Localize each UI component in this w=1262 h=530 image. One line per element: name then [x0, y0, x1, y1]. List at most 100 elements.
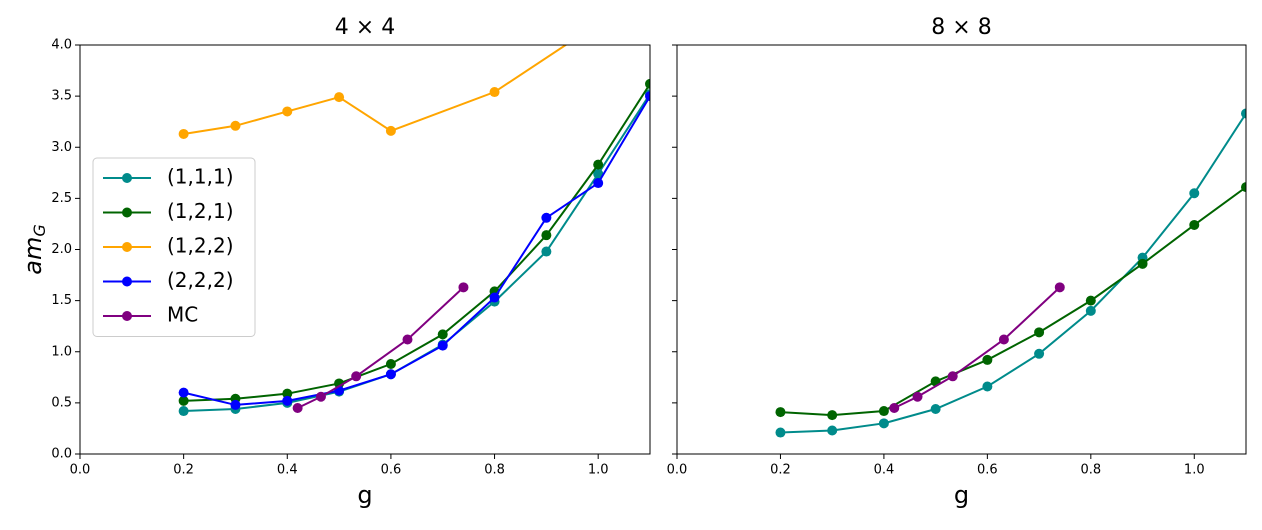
data-point	[541, 246, 552, 257]
data-point	[541, 230, 552, 241]
data-point	[645, 78, 650, 89]
data-point	[827, 425, 838, 436]
legend-label: (2,2,2)	[167, 268, 234, 292]
data-point	[334, 92, 345, 103]
axes-frame	[79, 44, 651, 455]
data-point	[1085, 305, 1096, 316]
y-label-sub: G	[30, 224, 49, 236]
series-line	[183, 95, 650, 406]
legend-label: (1,1,1)	[167, 165, 234, 189]
data-point	[912, 391, 923, 402]
data-point	[178, 387, 189, 398]
x-tick-label: 0.6	[977, 463, 998, 478]
legend: (1,1,1) (1,2,1) (1,2,2) (2,2,2) MC	[92, 157, 256, 337]
data-point	[593, 159, 604, 170]
data-point	[282, 106, 293, 117]
series-line	[780, 112, 1246, 434]
x-tick-label: 0.8	[1080, 463, 1101, 478]
series-line	[780, 186, 1246, 417]
x-axis-label: g	[357, 481, 372, 509]
data-point	[645, 91, 650, 102]
y-tick-label: 1.0	[51, 344, 72, 359]
data-point	[1241, 108, 1246, 119]
data-point	[292, 402, 303, 413]
data-point	[1241, 182, 1246, 193]
data-point	[930, 404, 941, 415]
x-tick-label: 0.4	[277, 463, 298, 478]
data-point	[775, 407, 786, 418]
data-point	[889, 402, 900, 413]
y-tick-label: 0.0	[51, 447, 72, 462]
data-point	[1034, 327, 1045, 338]
x-tick-label: 0.6	[381, 463, 402, 478]
data-point	[1189, 188, 1200, 199]
data-point	[1085, 295, 1096, 306]
data-point	[998, 334, 1009, 345]
data-point	[178, 395, 189, 406]
legend-marker	[122, 173, 132, 183]
data-point	[489, 87, 500, 98]
y-tick-label: 1.5	[51, 293, 72, 308]
legend-label: (1,2,1)	[167, 199, 234, 223]
x-tick-label: 0.8	[484, 463, 505, 478]
data-point	[775, 427, 786, 438]
data-point	[385, 359, 396, 370]
y-tick-label: 3.5	[51, 89, 72, 104]
data-point	[878, 418, 889, 429]
subplot-title: 8 × 8	[931, 15, 991, 40]
data-point	[385, 125, 396, 136]
data-point	[230, 399, 241, 410]
data-point	[878, 406, 889, 417]
data-point	[593, 19, 603, 29]
y-label-main: am	[19, 237, 47, 275]
x-tick-label: 1.0	[1184, 463, 1205, 478]
legend-marker	[122, 311, 132, 321]
data-point	[282, 388, 293, 399]
data-point	[593, 178, 604, 189]
data-point	[1034, 348, 1045, 359]
series-line	[183, 45, 568, 135]
legend-label: (1,2,2)	[167, 234, 234, 258]
axes-frame	[676, 44, 1247, 455]
data-point	[178, 406, 189, 417]
subplot: 4 × 4 g amG 0.0 0.2 0.4 0.6 0.8 1.0 0.0 0.5 1.0 1.5 2…	[19, 15, 651, 509]
legend-label: MC	[167, 303, 198, 327]
data-point	[351, 371, 362, 382]
plot-area	[775, 108, 1246, 438]
subplot: 8 × 8 g 0.0 0.2 0.4 0.6 0.8 1.0	[667, 15, 1247, 509]
data-point	[593, 168, 604, 179]
x-tick-label: 0.0	[70, 463, 91, 478]
data-point	[282, 395, 293, 406]
data-point	[334, 378, 345, 389]
y-tick-label: 3.0	[51, 140, 72, 155]
x-tick-label: 0.0	[667, 463, 688, 478]
data-point	[827, 410, 838, 421]
data-point	[230, 120, 241, 131]
data-point	[982, 354, 993, 365]
data-point	[947, 371, 958, 382]
data-point	[1189, 219, 1200, 230]
data-point	[458, 282, 469, 293]
data-point	[402, 334, 413, 345]
data-point	[1054, 282, 1065, 293]
data-point	[489, 292, 500, 303]
x-tick-label: 0.2	[770, 463, 791, 478]
data-point	[541, 212, 552, 223]
data-point	[437, 340, 448, 351]
y-tick-label: 4.0	[51, 38, 72, 53]
data-point	[982, 381, 993, 392]
data-point	[178, 128, 189, 139]
legend-marker	[122, 276, 132, 287]
subplot-title: 4 × 4	[335, 15, 395, 40]
x-axis-label: g	[954, 481, 969, 509]
y-axis-label: amG	[19, 224, 49, 275]
plot-area	[178, 19, 650, 417]
legend-box	[92, 157, 256, 337]
legend-marker	[122, 207, 132, 218]
data-point	[315, 391, 326, 402]
legend-marker	[122, 242, 132, 252]
data-point	[437, 329, 448, 340]
y-tick-label: 2.5	[51, 191, 72, 206]
